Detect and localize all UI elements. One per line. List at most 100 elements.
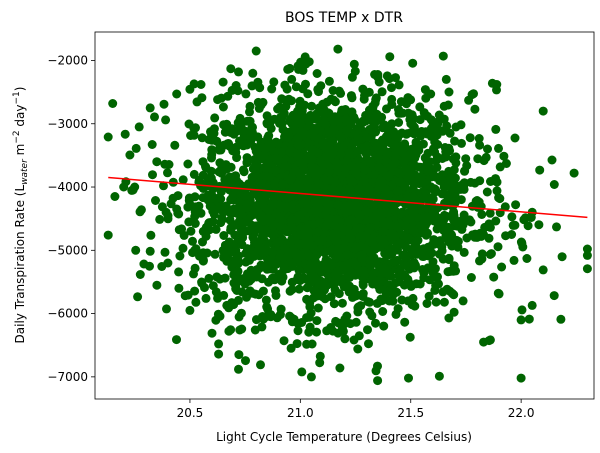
data-point	[535, 165, 545, 175]
data-point	[491, 216, 501, 226]
data-point	[346, 234, 356, 243]
data-point	[286, 173, 296, 183]
data-point	[302, 313, 312, 323]
chart-title: BOS TEMP x DTR	[285, 10, 403, 26]
data-point	[208, 281, 218, 291]
data-point	[348, 292, 357, 302]
data-point	[332, 236, 341, 246]
data-point	[458, 296, 468, 306]
data-point	[103, 230, 113, 240]
data-point	[241, 356, 250, 366]
data-point	[356, 241, 366, 251]
data-point	[337, 298, 347, 308]
data-point	[383, 269, 393, 279]
data-point	[359, 142, 369, 152]
data-point	[582, 264, 592, 274]
data-point	[241, 203, 251, 213]
data-point	[303, 227, 313, 237]
data-point	[407, 300, 417, 310]
data-point	[346, 176, 356, 186]
data-point	[208, 217, 218, 227]
data-point	[423, 212, 433, 222]
data-point	[313, 148, 323, 158]
data-point	[249, 208, 259, 218]
data-point	[276, 203, 286, 213]
data-point	[133, 292, 143, 302]
data-point	[248, 68, 258, 78]
y-tick-label: −2000	[47, 53, 88, 67]
data-point	[466, 177, 476, 187]
data-point	[197, 133, 207, 143]
data-point	[395, 177, 405, 187]
data-point	[242, 158, 252, 168]
y-tick-label: −5000	[47, 243, 88, 257]
data-point	[331, 214, 341, 224]
data-point	[215, 311, 225, 321]
data-point	[313, 227, 323, 237]
data-point	[335, 150, 345, 159]
x-axis-label: Light Cycle Temperature (Degrees Celsius…	[216, 430, 472, 444]
data-point	[444, 237, 454, 247]
data-point	[556, 314, 566, 324]
data-point	[190, 286, 200, 296]
data-point	[437, 246, 447, 256]
data-point	[218, 77, 228, 87]
data-point	[215, 202, 225, 212]
data-point	[354, 134, 364, 144]
data-point	[458, 216, 468, 226]
data-point	[355, 223, 365, 233]
data-point	[476, 202, 486, 211]
data-point	[494, 143, 503, 153]
data-point	[190, 212, 200, 221]
data-point	[328, 136, 338, 146]
data-point	[306, 129, 316, 139]
data-point	[227, 85, 237, 95]
data-point	[177, 224, 187, 234]
data-point	[353, 344, 363, 354]
data-point	[465, 133, 475, 143]
data-point	[418, 139, 428, 149]
data-point	[234, 251, 244, 261]
data-point	[422, 299, 432, 308]
data-point	[213, 293, 223, 303]
data-point	[301, 79, 310, 89]
data-point	[324, 167, 334, 176]
data-point	[423, 166, 433, 176]
data-point	[397, 269, 407, 279]
data-point	[378, 235, 388, 245]
data-point	[340, 261, 350, 271]
data-point	[511, 200, 521, 210]
data-point	[279, 336, 289, 346]
data-point	[464, 95, 474, 105]
data-point	[399, 250, 409, 260]
data-point	[258, 231, 268, 241]
data-point	[403, 108, 413, 118]
data-point	[235, 325, 245, 335]
data-point	[189, 79, 199, 89]
data-point	[255, 83, 265, 93]
data-point	[481, 152, 491, 162]
data-point	[393, 186, 403, 196]
data-point	[436, 176, 446, 186]
data-point	[364, 225, 374, 235]
data-point	[446, 173, 456, 183]
data-point	[373, 70, 383, 79]
data-point	[337, 106, 347, 116]
data-point	[145, 103, 155, 113]
data-point	[349, 284, 359, 294]
data-point	[407, 260, 417, 270]
data-point	[430, 187, 440, 197]
data-point	[380, 199, 390, 209]
y-tick-label: −3000	[47, 117, 88, 131]
data-point	[377, 87, 387, 97]
x-axis: 20.5 21.0 21.5 22.0	[177, 399, 534, 420]
data-point	[130, 182, 140, 192]
data-point	[321, 108, 331, 118]
data-point	[444, 313, 454, 323]
data-point	[349, 59, 359, 69]
data-point	[241, 89, 251, 99]
data-point	[303, 251, 313, 261]
data-point	[148, 170, 157, 180]
data-point	[552, 222, 561, 232]
data-point	[262, 302, 272, 312]
